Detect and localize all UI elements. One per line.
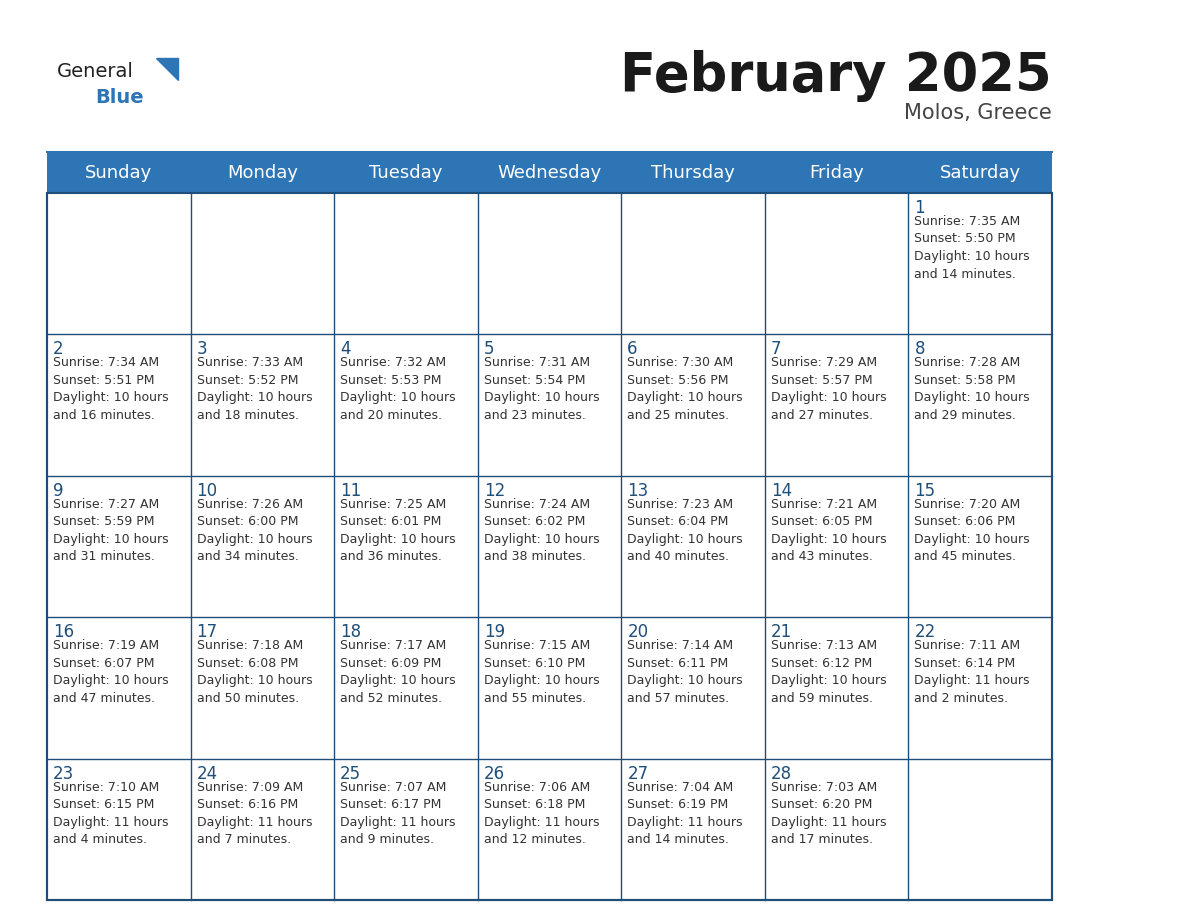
Text: Sunrise: 7:19 AM
Sunset: 6:07 PM
Daylight: 10 hours
and 47 minutes.: Sunrise: 7:19 AM Sunset: 6:07 PM Dayligh… [53,639,169,705]
Text: Sunrise: 7:07 AM
Sunset: 6:17 PM
Daylight: 11 hours
and 9 minutes.: Sunrise: 7:07 AM Sunset: 6:17 PM Dayligh… [340,780,456,846]
Text: Sunrise: 7:31 AM
Sunset: 5:54 PM
Daylight: 10 hours
and 23 minutes.: Sunrise: 7:31 AM Sunset: 5:54 PM Dayligh… [484,356,599,422]
Text: Monday: Monday [227,163,298,182]
Text: Sunrise: 7:25 AM
Sunset: 6:01 PM
Daylight: 10 hours
and 36 minutes.: Sunrise: 7:25 AM Sunset: 6:01 PM Dayligh… [340,498,456,564]
Text: Friday: Friday [809,163,864,182]
Text: 2: 2 [53,341,64,358]
Text: 11: 11 [340,482,361,499]
Bar [48,152,1053,193]
Text: Tuesday: Tuesday [369,163,443,182]
Text: General: General [57,62,134,81]
Text: Sunrise: 7:14 AM
Sunset: 6:11 PM
Daylight: 10 hours
and 57 minutes.: Sunrise: 7:14 AM Sunset: 6:11 PM Dayligh… [627,639,742,705]
Text: Sunrise: 7:21 AM
Sunset: 6:05 PM
Daylight: 10 hours
and 43 minutes.: Sunrise: 7:21 AM Sunset: 6:05 PM Dayligh… [771,498,886,564]
Text: 23: 23 [53,765,74,783]
Text: Sunrise: 7:18 AM
Sunset: 6:08 PM
Daylight: 10 hours
and 50 minutes.: Sunrise: 7:18 AM Sunset: 6:08 PM Dayligh… [196,639,312,705]
Text: 16: 16 [53,623,74,641]
Text: 22: 22 [915,623,936,641]
Text: 7: 7 [771,341,782,358]
Text: Sunrise: 7:35 AM
Sunset: 5:50 PM
Daylight: 10 hours
and 14 minutes.: Sunrise: 7:35 AM Sunset: 5:50 PM Dayligh… [915,215,1030,281]
Text: 27: 27 [627,765,649,783]
Text: 26: 26 [484,765,505,783]
Text: 25: 25 [340,765,361,783]
Text: 1: 1 [915,199,925,217]
Text: Sunrise: 7:32 AM
Sunset: 5:53 PM
Daylight: 10 hours
and 20 minutes.: Sunrise: 7:32 AM Sunset: 5:53 PM Dayligh… [340,356,456,422]
Text: Sunrise: 7:28 AM
Sunset: 5:58 PM
Daylight: 10 hours
and 29 minutes.: Sunrise: 7:28 AM Sunset: 5:58 PM Dayligh… [915,356,1030,422]
Text: Sunday: Sunday [86,163,152,182]
Text: Blue: Blue [95,88,144,107]
Text: 9: 9 [53,482,63,499]
Text: 14: 14 [771,482,792,499]
Text: 17: 17 [196,623,217,641]
Text: Sunrise: 7:11 AM
Sunset: 6:14 PM
Daylight: 11 hours
and 2 minutes.: Sunrise: 7:11 AM Sunset: 6:14 PM Dayligh… [915,639,1030,705]
Text: Sunrise: 7:30 AM
Sunset: 5:56 PM
Daylight: 10 hours
and 25 minutes.: Sunrise: 7:30 AM Sunset: 5:56 PM Dayligh… [627,356,742,422]
Text: 12: 12 [484,482,505,499]
Polygon shape [156,58,178,80]
Text: Sunrise: 7:17 AM
Sunset: 6:09 PM
Daylight: 10 hours
and 52 minutes.: Sunrise: 7:17 AM Sunset: 6:09 PM Dayligh… [340,639,456,705]
Text: 18: 18 [340,623,361,641]
Text: February 2025: February 2025 [620,50,1053,102]
Text: Saturday: Saturday [940,163,1020,182]
Text: Sunrise: 7:06 AM
Sunset: 6:18 PM
Daylight: 11 hours
and 12 minutes.: Sunrise: 7:06 AM Sunset: 6:18 PM Dayligh… [484,780,599,846]
Text: 28: 28 [771,765,792,783]
Text: Sunrise: 7:33 AM
Sunset: 5:52 PM
Daylight: 10 hours
and 18 minutes.: Sunrise: 7:33 AM Sunset: 5:52 PM Dayligh… [196,356,312,422]
Text: 3: 3 [196,341,207,358]
Text: 15: 15 [915,482,936,499]
Text: Sunrise: 7:26 AM
Sunset: 6:00 PM
Daylight: 10 hours
and 34 minutes.: Sunrise: 7:26 AM Sunset: 6:00 PM Dayligh… [196,498,312,564]
Text: Sunrise: 7:10 AM
Sunset: 6:15 PM
Daylight: 11 hours
and 4 minutes.: Sunrise: 7:10 AM Sunset: 6:15 PM Dayligh… [53,780,169,846]
Text: 21: 21 [771,623,792,641]
Text: Sunrise: 7:27 AM
Sunset: 5:59 PM
Daylight: 10 hours
and 31 minutes.: Sunrise: 7:27 AM Sunset: 5:59 PM Dayligh… [53,498,169,564]
Text: 4: 4 [340,341,350,358]
Text: 20: 20 [627,623,649,641]
Text: Sunrise: 7:34 AM
Sunset: 5:51 PM
Daylight: 10 hours
and 16 minutes.: Sunrise: 7:34 AM Sunset: 5:51 PM Dayligh… [53,356,169,422]
Text: Sunrise: 7:04 AM
Sunset: 6:19 PM
Daylight: 11 hours
and 14 minutes.: Sunrise: 7:04 AM Sunset: 6:19 PM Dayligh… [627,780,742,846]
Text: 8: 8 [915,341,925,358]
Text: 5: 5 [484,341,494,358]
Text: Sunrise: 7:03 AM
Sunset: 6:20 PM
Daylight: 11 hours
and 17 minutes.: Sunrise: 7:03 AM Sunset: 6:20 PM Dayligh… [771,780,886,846]
Text: 24: 24 [196,765,217,783]
Text: Sunrise: 7:29 AM
Sunset: 5:57 PM
Daylight: 10 hours
and 27 minutes.: Sunrise: 7:29 AM Sunset: 5:57 PM Dayligh… [771,356,886,422]
Bar [48,193,1053,900]
Text: 6: 6 [627,341,638,358]
Text: 10: 10 [196,482,217,499]
Text: Sunrise: 7:20 AM
Sunset: 6:06 PM
Daylight: 10 hours
and 45 minutes.: Sunrise: 7:20 AM Sunset: 6:06 PM Dayligh… [915,498,1030,564]
Text: Sunrise: 7:13 AM
Sunset: 6:12 PM
Daylight: 10 hours
and 59 minutes.: Sunrise: 7:13 AM Sunset: 6:12 PM Dayligh… [771,639,886,705]
Text: Sunrise: 7:09 AM
Sunset: 6:16 PM
Daylight: 11 hours
and 7 minutes.: Sunrise: 7:09 AM Sunset: 6:16 PM Dayligh… [196,780,312,846]
Text: Molos, Greece: Molos, Greece [904,103,1053,123]
Text: 13: 13 [627,482,649,499]
Text: Sunrise: 7:24 AM
Sunset: 6:02 PM
Daylight: 10 hours
and 38 minutes.: Sunrise: 7:24 AM Sunset: 6:02 PM Dayligh… [484,498,599,564]
Text: Sunrise: 7:23 AM
Sunset: 6:04 PM
Daylight: 10 hours
and 40 minutes.: Sunrise: 7:23 AM Sunset: 6:04 PM Dayligh… [627,498,742,564]
Text: Sunrise: 7:15 AM
Sunset: 6:10 PM
Daylight: 10 hours
and 55 minutes.: Sunrise: 7:15 AM Sunset: 6:10 PM Dayligh… [484,639,599,705]
Text: 19: 19 [484,623,505,641]
Text: Thursday: Thursday [651,163,735,182]
Text: Wednesday: Wednesday [498,163,601,182]
